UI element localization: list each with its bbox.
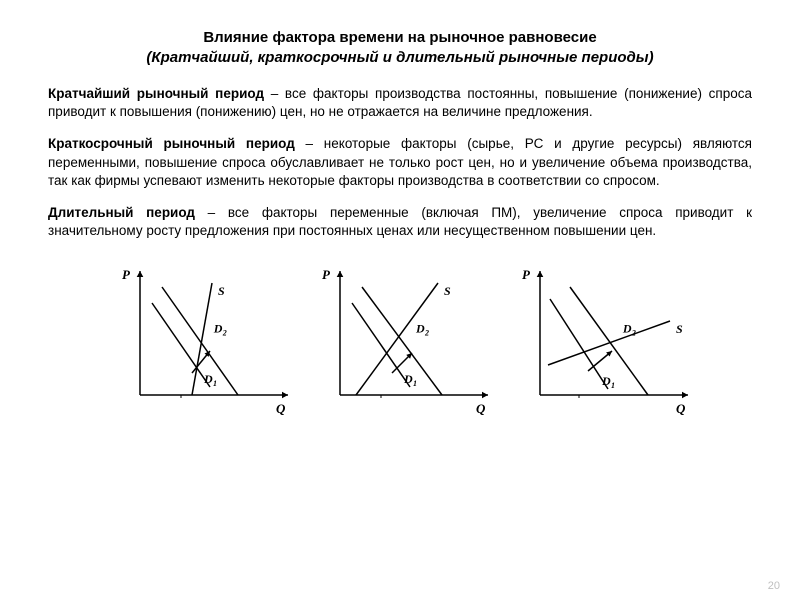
chart-2: PQSD2D1 <box>300 255 500 425</box>
svg-text:D: D <box>213 321 223 335</box>
para3-bold: Длительный период <box>48 205 195 220</box>
svg-text:1: 1 <box>611 381 615 390</box>
svg-text:P: P <box>122 267 131 282</box>
svg-text:S: S <box>218 284 225 298</box>
title-main: Влияние фактора времени на рыночное равн… <box>48 28 752 48</box>
page-number: 20 <box>768 580 780 592</box>
svg-text:Q: Q <box>276 401 286 416</box>
svg-text:2: 2 <box>631 328 636 337</box>
chart-3: PQSD2D1 <box>500 255 700 425</box>
charts-row: PQSD2D1 PQSD2D1 PQSD2D1 <box>48 255 752 425</box>
title-block: Влияние фактора времени на рыночное равн… <box>48 28 752 67</box>
svg-text:P: P <box>522 267 531 282</box>
svg-text:1: 1 <box>413 379 417 388</box>
svg-text:2: 2 <box>222 328 227 337</box>
paragraph-3: Длительный период – все факторы переменн… <box>48 204 752 240</box>
svg-text:D: D <box>415 321 425 335</box>
svg-text:D: D <box>601 374 611 388</box>
svg-text:S: S <box>444 284 451 298</box>
para2-bold: Краткосрочный рыночный период <box>48 136 295 151</box>
para1-bold: Кратчайший рыночный период <box>48 86 264 101</box>
chart-1: PQSD2D1 <box>100 255 300 425</box>
chart-2-svg: PQSD2D1 <box>300 255 500 425</box>
svg-text:D: D <box>403 372 413 386</box>
svg-text:Q: Q <box>476 401 486 416</box>
svg-text:2: 2 <box>424 328 429 337</box>
title-sub: (Кратчайший, краткосрочный и длительный … <box>48 48 752 68</box>
svg-text:S: S <box>676 322 683 336</box>
svg-text:P: P <box>322 267 331 282</box>
chart-1-svg: PQSD2D1 <box>100 255 300 425</box>
chart-3-svg: PQSD2D1 <box>500 255 700 425</box>
svg-text:1: 1 <box>213 379 217 388</box>
svg-text:D: D <box>622 321 632 335</box>
paragraph-2: Краткосрочный рыночный период – некоторы… <box>48 135 752 190</box>
svg-text:D: D <box>203 372 213 386</box>
paragraph-1: Кратчайший рыночный период – все факторы… <box>48 85 752 121</box>
svg-text:Q: Q <box>676 401 686 416</box>
